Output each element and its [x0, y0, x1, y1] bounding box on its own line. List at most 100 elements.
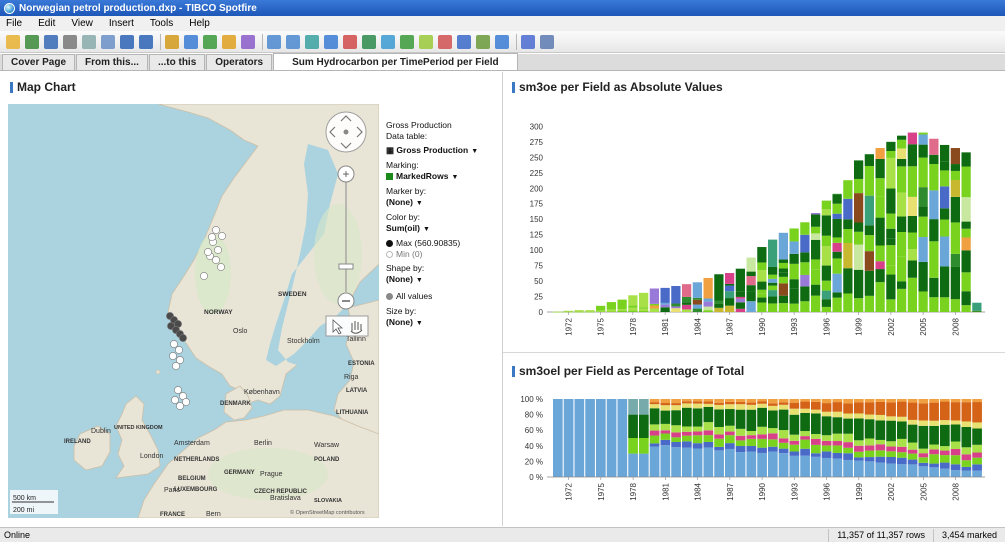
bar-segment[interactable]	[864, 461, 875, 477]
bar-segment[interactable]	[961, 228, 971, 238]
bar-segment[interactable]	[800, 439, 810, 449]
bar-segment[interactable]	[918, 157, 928, 188]
bar-segment[interactable]	[778, 232, 788, 260]
marker-by-selector[interactable]: (None) ▼	[386, 197, 501, 208]
bar-segment[interactable]	[875, 158, 885, 179]
bar-segment[interactable]	[800, 301, 810, 312]
bar-segment[interactable]	[940, 455, 950, 463]
percent-stacked-bar[interactable]	[703, 399, 714, 477]
pan-left-icon[interactable]	[329, 126, 336, 138]
bar-segment[interactable]	[735, 399, 746, 403]
bar-segment[interactable]	[918, 237, 928, 262]
stacked-bar[interactable]	[628, 295, 638, 312]
bar-segment[interactable]	[692, 399, 703, 402]
stacked-bar[interactable]	[671, 286, 681, 312]
bar-segment[interactable]	[778, 399, 789, 403]
stacked-bar[interactable]	[875, 148, 885, 312]
bar-segment[interactable]	[768, 274, 778, 279]
percent-stacked-bar[interactable]	[649, 399, 660, 477]
bar-segment[interactable]	[639, 307, 649, 309]
bar-segment[interactable]	[843, 418, 853, 434]
percent-stacked-bar[interactable]	[897, 399, 907, 477]
paste-icon[interactable]	[101, 34, 115, 49]
bar-segment[interactable]	[725, 285, 735, 292]
bar-segment[interactable]	[972, 470, 982, 477]
bar-segment[interactable]	[897, 399, 907, 402]
bar-segment[interactable]	[757, 270, 767, 282]
bar-segment[interactable]	[757, 403, 767, 408]
stacked-bar[interactable]	[735, 268, 745, 312]
bar-segment[interactable]	[682, 309, 692, 312]
undo-icon[interactable]	[120, 34, 134, 49]
bar-segment[interactable]	[832, 251, 842, 259]
bar-segment[interactable]	[961, 291, 971, 306]
percent-stacked-bar[interactable]	[768, 399, 778, 477]
bar-segment[interactable]	[757, 401, 767, 404]
bar-segment[interactable]	[800, 412, 810, 432]
bar-segment[interactable]	[961, 447, 972, 455]
bar-segment[interactable]	[682, 403, 692, 408]
bar-segment[interactable]	[811, 295, 821, 312]
bar-segment[interactable]	[768, 290, 778, 297]
bar-segment[interactable]	[940, 424, 950, 447]
cross-table-icon[interactable]	[286, 34, 300, 49]
bar-segment[interactable]	[703, 435, 714, 442]
bar-segment[interactable]	[843, 268, 853, 294]
bar-segment[interactable]	[832, 433, 843, 442]
bar-segment[interactable]	[961, 466, 972, 471]
bar-segment[interactable]	[649, 443, 660, 447]
bar-segment[interactable]	[703, 401, 714, 404]
bar-segment[interactable]	[725, 435, 735, 444]
bar-segment[interactable]	[907, 419, 918, 425]
bar-segment[interactable]	[800, 286, 810, 302]
bar-segment[interactable]	[972, 402, 982, 423]
bar-segment[interactable]	[897, 135, 907, 140]
bar-segment[interactable]	[821, 445, 832, 452]
bar-segment[interactable]	[692, 282, 702, 298]
bar-segment[interactable]	[907, 260, 917, 278]
field-marker[interactable]	[176, 356, 184, 364]
bar-segment[interactable]	[789, 444, 800, 452]
bar-segment[interactable]	[811, 239, 821, 260]
stacked-bar[interactable]	[821, 200, 831, 312]
bar-segment[interactable]	[714, 399, 724, 403]
pan-down-icon[interactable]	[340, 142, 352, 149]
bar-segment[interactable]	[682, 284, 692, 297]
bar-segment[interactable]	[553, 311, 563, 313]
bar-segment[interactable]	[725, 291, 735, 299]
size-by-selector[interactable]: (None) ▼	[386, 317, 501, 328]
bar-segment[interactable]	[811, 259, 821, 270]
bar-segment[interactable]	[682, 441, 692, 448]
bar-segment[interactable]	[639, 438, 649, 454]
bar-segment[interactable]	[800, 401, 810, 409]
bar-segment[interactable]	[961, 454, 972, 461]
bar-segment[interactable]	[757, 399, 767, 402]
bar-segment[interactable]	[671, 403, 681, 406]
bar-segment[interactable]	[714, 404, 724, 410]
bar-segment[interactable]	[907, 424, 918, 443]
new-icon[interactable]	[25, 34, 39, 49]
bar-segment[interactable]	[950, 164, 960, 171]
bar-segment[interactable]	[735, 435, 746, 441]
bar-segment[interactable]	[628, 453, 638, 477]
percent-stacked-bar[interactable]	[757, 399, 767, 477]
bar-segment[interactable]	[617, 299, 627, 310]
bar-segment[interactable]	[918, 399, 929, 404]
bar-segment[interactable]	[897, 148, 907, 159]
bar-segment[interactable]	[907, 132, 917, 145]
bar-segment[interactable]	[649, 308, 659, 312]
bar-segment[interactable]	[821, 209, 831, 216]
bar-segment[interactable]	[606, 309, 616, 312]
bar-segment[interactable]	[929, 241, 939, 262]
bar-segment[interactable]	[585, 311, 595, 313]
field-marker[interactable]	[212, 226, 220, 234]
bar-segment[interactable]	[929, 261, 939, 278]
bar-segment[interactable]	[843, 293, 853, 312]
bar-segment[interactable]	[918, 403, 929, 421]
bar-segment[interactable]	[832, 292, 842, 298]
field-marker[interactable]	[214, 246, 222, 254]
bar-segment[interactable]	[940, 401, 950, 421]
bar-segment[interactable]	[843, 198, 853, 220]
bar-segment[interactable]	[811, 456, 821, 477]
bar-segment[interactable]	[929, 420, 939, 426]
